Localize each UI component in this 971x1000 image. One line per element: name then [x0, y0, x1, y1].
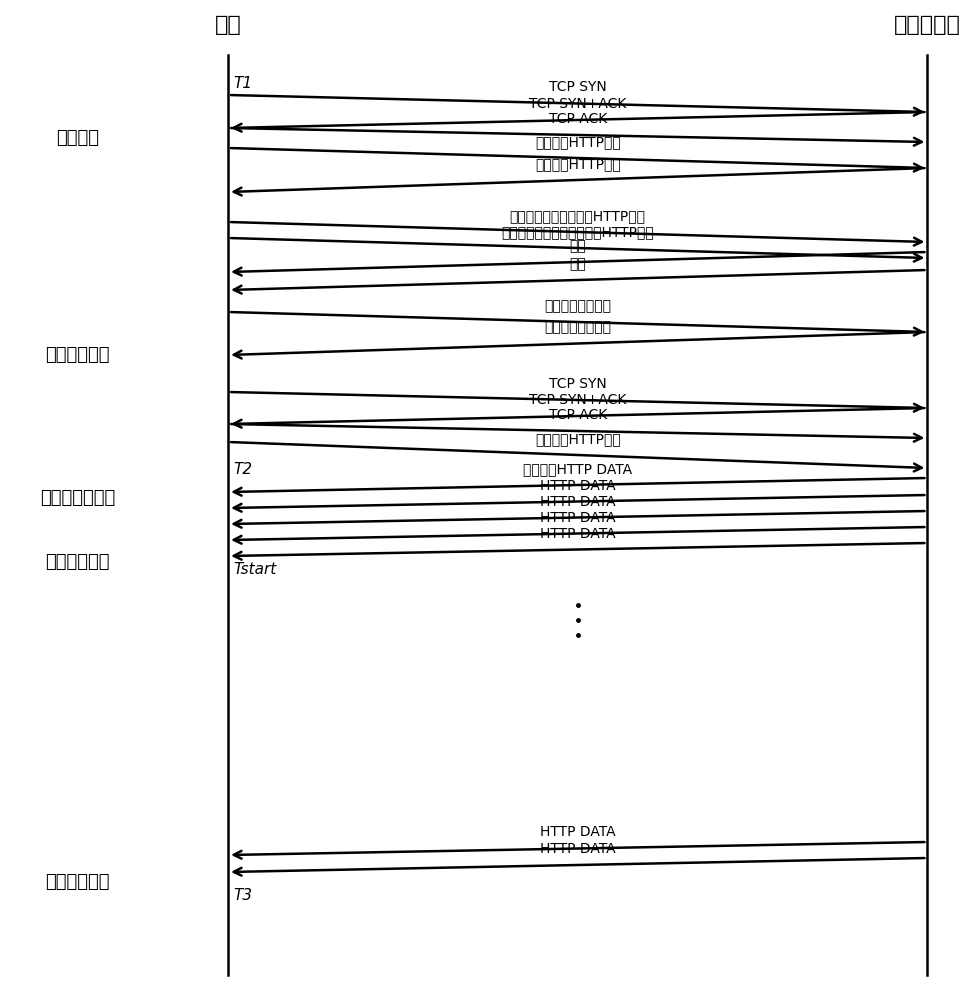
Text: Tstart: Tstart — [233, 562, 277, 578]
Text: 视频点击HTTP响应: 视频点击HTTP响应 — [535, 157, 620, 171]
Text: TCP SYN+ACK: TCP SYN+ACK — [529, 97, 626, 111]
Text: 视频开始播放: 视频开始播放 — [46, 553, 110, 571]
Text: 响应: 响应 — [569, 257, 586, 271]
Text: HTTP DATA: HTTP DATA — [540, 526, 616, 540]
Text: TCP SYN: TCP SYN — [549, 80, 607, 94]
Text: 视频资源路径请求: 视频资源路径请求 — [544, 299, 612, 313]
Text: TCP ACK: TCP ACK — [549, 112, 607, 126]
Text: HTTP DATA: HTTP DATA — [540, 510, 616, 524]
Text: 视频内容请求: 视频内容请求 — [46, 346, 110, 364]
Text: HTTP DATA: HTTP DATA — [540, 479, 616, 493]
Text: T2: T2 — [233, 462, 252, 478]
Text: 视频开始预缓存: 视频开始预缓存 — [40, 489, 116, 507]
Text: 视频资源路径响应: 视频资源路径响应 — [544, 320, 612, 334]
Text: TCP SYN: TCP SYN — [549, 377, 607, 391]
Text: HTTP DATA: HTTP DATA — [540, 826, 616, 840]
Text: TCP ACK: TCP ACK — [549, 408, 607, 422]
Text: 视频缓存结束: 视频缓存结束 — [46, 873, 110, 891]
Text: T3: T3 — [233, 888, 252, 904]
Text: 视频信息、推广信息等HTTP请求: 视频信息、推广信息等HTTP请求 — [510, 209, 646, 223]
Text: 响应: 响应 — [569, 239, 586, 253]
Text: HTTP DATA: HTTP DATA — [540, 494, 616, 508]
Text: T1: T1 — [233, 77, 252, 92]
Text: 视频点击: 视频点击 — [56, 129, 99, 147]
Text: 视频评论、相关视频列表等HTTP请求: 视频评论、相关视频列表等HTTP请求 — [501, 225, 654, 239]
Text: 视频服务器: 视频服务器 — [894, 15, 960, 35]
Text: 视频点击HTTP请求: 视频点击HTTP请求 — [535, 135, 620, 149]
Text: 终端: 终端 — [215, 15, 242, 35]
Text: 视频内容HTTP DATA: 视频内容HTTP DATA — [523, 462, 632, 476]
Text: TCP SYN+ACK: TCP SYN+ACK — [529, 393, 626, 407]
Text: HTTP DATA: HTTP DATA — [540, 842, 616, 856]
Text: 视频资源HTTP请求: 视频资源HTTP请求 — [535, 432, 620, 446]
